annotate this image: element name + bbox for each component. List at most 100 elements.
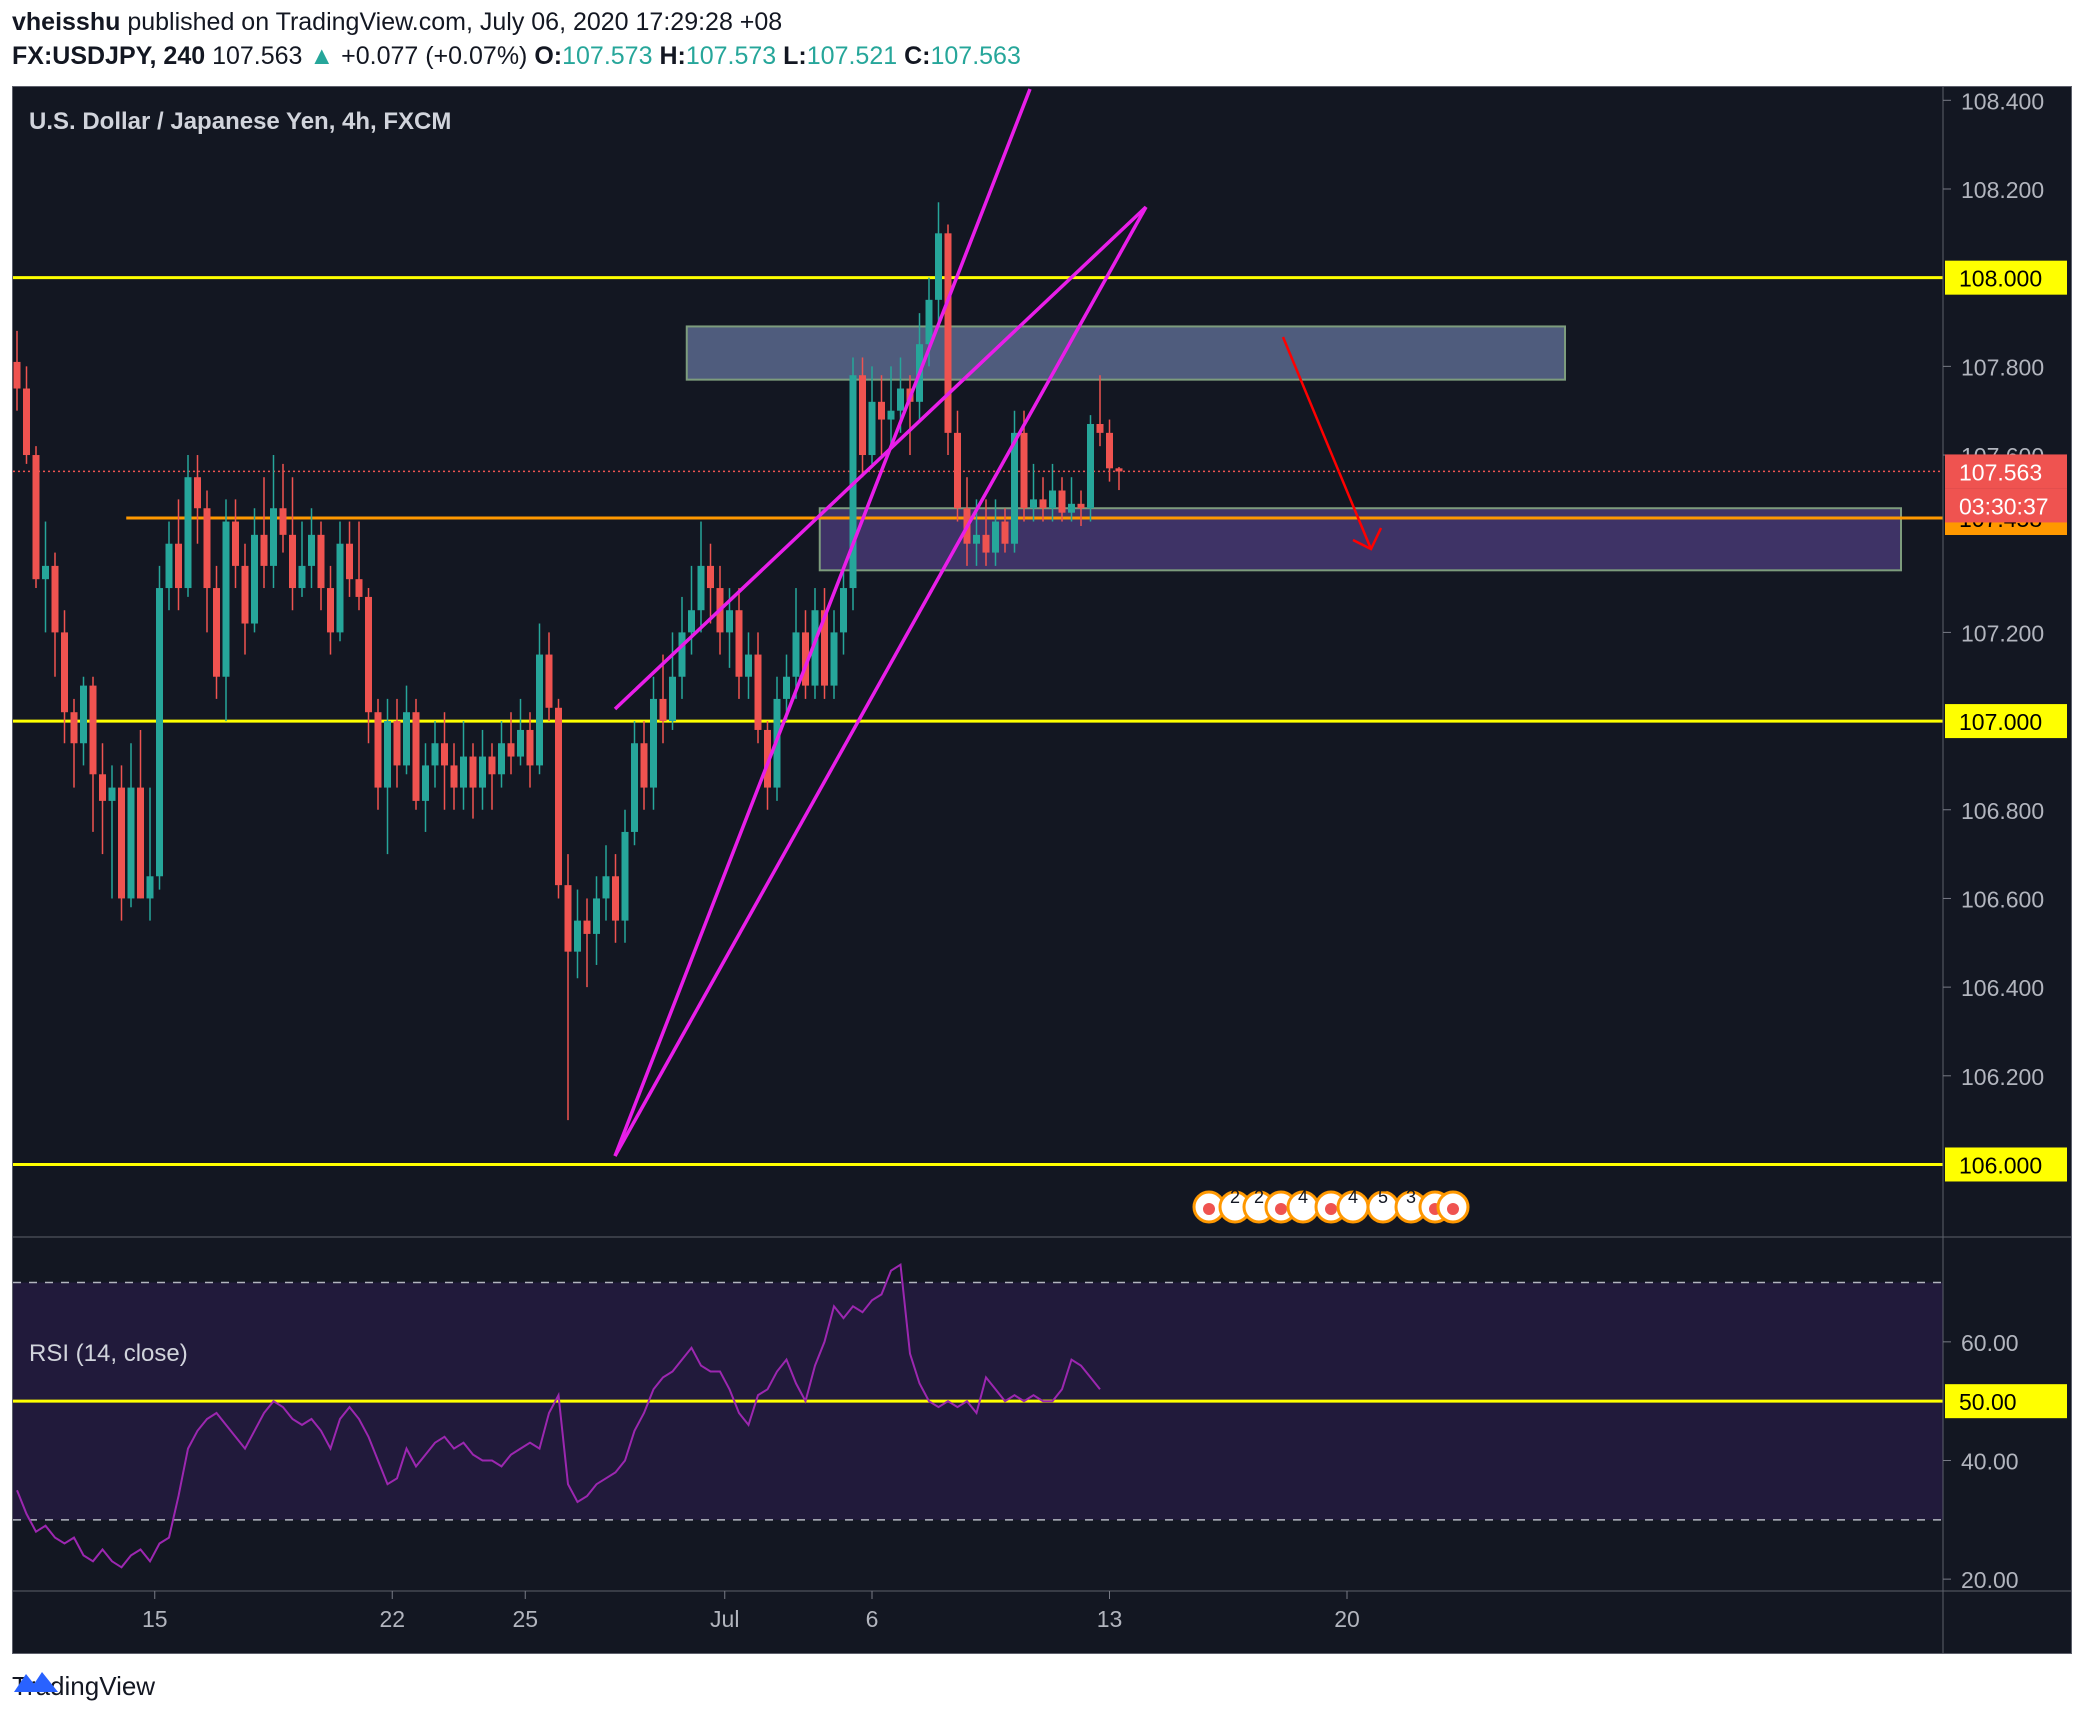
event-marker-count: 5 bbox=[1378, 1187, 1388, 1207]
candle-body bbox=[1020, 432, 1028, 509]
candle-body bbox=[61, 632, 68, 713]
tradingview-logo-icon bbox=[14, 1672, 58, 1692]
candle-body bbox=[51, 565, 59, 633]
candle-body bbox=[194, 477, 201, 509]
price-tick-label: 106.200 bbox=[1961, 1064, 2044, 1090]
open-value: 107.573 bbox=[562, 42, 653, 70]
projection-arrow bbox=[1281, 336, 1373, 550]
symbol-name[interactable]: FX:USDJPY, 240 bbox=[12, 42, 206, 70]
publish-line: vheisshu published on TradingView.com, J… bbox=[12, 8, 782, 37]
event-marker-count: 3 bbox=[1406, 1187, 1416, 1207]
channel-upper bbox=[613, 88, 1032, 1157]
candle-body bbox=[488, 756, 496, 775]
event-flag-dot bbox=[1203, 1203, 1215, 1215]
candle-body bbox=[1039, 499, 1047, 509]
candle-body bbox=[688, 610, 695, 633]
price-tick-label: 108.400 bbox=[1961, 88, 2044, 114]
event-marker-count: 4 bbox=[1298, 1187, 1308, 1207]
candle-body bbox=[1011, 432, 1018, 544]
close-value: 107.563 bbox=[930, 42, 1021, 70]
candle-body bbox=[222, 521, 230, 677]
candle-body bbox=[70, 712, 78, 744]
candle-body bbox=[1049, 490, 1056, 509]
rsi-tick-label: 60.00 bbox=[1961, 1330, 2019, 1356]
candle-body bbox=[1106, 432, 1113, 469]
drawings-layer[interactable] bbox=[613, 88, 1383, 1157]
chart-frame[interactable]: 108.400108.200107.800107.600107.200106.8… bbox=[12, 86, 2072, 1654]
candle-body bbox=[887, 410, 895, 420]
event-marker-count: 4 bbox=[1348, 1187, 1358, 1207]
candle-body bbox=[830, 632, 838, 686]
candle-body bbox=[792, 632, 800, 677]
candle-body bbox=[175, 543, 182, 589]
rsi-level-tag bbox=[1945, 1384, 2067, 1419]
candle-body bbox=[659, 698, 667, 722]
level-tag bbox=[1945, 704, 2067, 739]
channel-lower bbox=[613, 206, 1148, 1157]
countdown-label: 03:30:37 bbox=[1959, 493, 2049, 519]
candle-body bbox=[241, 565, 249, 624]
event-flag-dot bbox=[1325, 1203, 1337, 1215]
candle-body bbox=[973, 534, 980, 544]
candle-body bbox=[982, 534, 990, 553]
level-tag bbox=[1945, 260, 2067, 295]
candle-body bbox=[555, 707, 562, 886]
candle-body bbox=[726, 610, 733, 633]
candle-body bbox=[355, 579, 363, 597]
candles-layer[interactable] bbox=[13, 202, 1123, 1121]
candle-body bbox=[298, 565, 306, 589]
candle-body bbox=[1077, 503, 1085, 509]
candle-body bbox=[621, 831, 629, 921]
axis-layer[interactable]: 108.400108.200107.800107.600107.200106.8… bbox=[13, 87, 2071, 1653]
low-value: 107.521 bbox=[806, 42, 898, 70]
candle-body bbox=[745, 654, 752, 677]
candle-body bbox=[431, 743, 439, 766]
candle-body bbox=[165, 543, 173, 589]
candle-body bbox=[146, 876, 154, 899]
time-tick-label: Jul bbox=[710, 1606, 739, 1632]
candle-body bbox=[412, 712, 420, 801]
chart-svg[interactable]: 108.400108.200107.800107.600107.200106.8… bbox=[13, 87, 2071, 1653]
candle-body bbox=[868, 401, 876, 456]
candle-body bbox=[783, 676, 790, 699]
footer-brand[interactable]: TradingView bbox=[12, 1666, 155, 1706]
candle-body bbox=[184, 477, 192, 589]
open-label: O: bbox=[534, 42, 563, 70]
candle-body bbox=[317, 534, 325, 589]
chart-title: U.S. Dollar / Japanese Yen, 4h, FXCM bbox=[29, 108, 451, 135]
candle-body bbox=[897, 388, 904, 411]
candle-body bbox=[336, 543, 344, 633]
candle-body bbox=[308, 534, 315, 566]
candle-body bbox=[23, 388, 30, 456]
candle-body bbox=[1068, 503, 1075, 513]
candle-body bbox=[441, 743, 448, 766]
last-price-tag bbox=[1945, 454, 2067, 489]
candle-body bbox=[384, 721, 391, 788]
candle-body bbox=[108, 787, 116, 801]
candle-body bbox=[583, 920, 591, 934]
price-tick-label: 106.800 bbox=[1961, 798, 2044, 824]
candle-body bbox=[156, 588, 163, 877]
price-tick-label: 107.800 bbox=[1961, 354, 2044, 380]
candle-body bbox=[270, 508, 277, 566]
candle-body bbox=[289, 534, 296, 589]
candle-body bbox=[422, 765, 429, 801]
rsi-tick-label: 20.00 bbox=[1961, 1567, 2019, 1593]
candle-body bbox=[13, 361, 21, 389]
candle-body bbox=[469, 756, 477, 788]
candle-body bbox=[821, 610, 828, 686]
level-tag bbox=[1945, 1147, 2067, 1182]
candle-body bbox=[650, 698, 657, 788]
candle-body bbox=[42, 565, 49, 580]
candle-body bbox=[545, 654, 553, 708]
last-price: 107.563 bbox=[212, 42, 303, 70]
price-tick-label: 107.200 bbox=[1961, 620, 2044, 646]
candle-body bbox=[631, 743, 638, 832]
time-tick-label: 6 bbox=[866, 1606, 879, 1632]
candle-body bbox=[127, 787, 135, 899]
author-name[interactable]: vheisshu bbox=[12, 8, 121, 36]
level-tag-label: 108.000 bbox=[1959, 266, 2042, 292]
candle-body bbox=[678, 632, 686, 677]
countdown-tag bbox=[1945, 488, 2067, 523]
